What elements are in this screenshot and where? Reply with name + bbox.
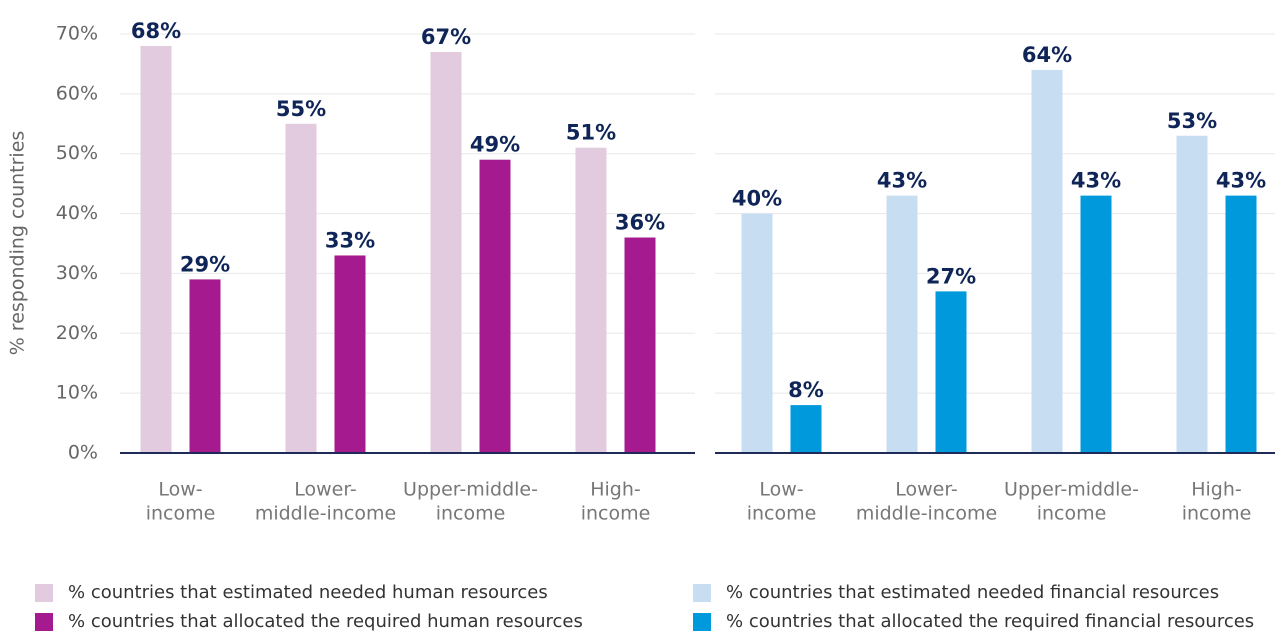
x-tick-label: Low- <box>759 479 803 501</box>
x-tick-label: income <box>146 503 216 525</box>
bar <box>1031 69 1063 454</box>
x-tick-label: middle-income <box>856 503 997 525</box>
value-label: 53% <box>1167 109 1217 133</box>
bar <box>430 51 462 453</box>
bar <box>1080 195 1112 453</box>
bar <box>1225 195 1257 453</box>
x-tick-label: High- <box>590 479 641 501</box>
y-tick-label: 70% <box>56 23 98 45</box>
x-tick-label: income <box>581 503 651 525</box>
value-label: 55% <box>276 97 326 121</box>
value-label: 67% <box>421 25 471 49</box>
bar <box>886 195 918 453</box>
legend-swatch <box>693 613 711 631</box>
value-label: 43% <box>1216 169 1266 193</box>
value-label: 8% <box>788 378 824 402</box>
value-label: 64% <box>1022 43 1072 67</box>
bar <box>790 405 822 453</box>
legend-swatch <box>693 584 711 602</box>
value-label: 33% <box>325 228 375 252</box>
legend-label: % countries that estimated needed financ… <box>726 582 1219 603</box>
bar <box>140 45 172 453</box>
y-tick-label: 60% <box>56 82 98 104</box>
bar <box>285 123 317 454</box>
value-label: 43% <box>877 169 927 193</box>
x-tick-label: income <box>747 503 817 525</box>
legend-label: % countries that estimated needed human … <box>68 582 548 603</box>
value-label: 68% <box>131 19 181 43</box>
x-tick-label: income <box>1037 503 1107 525</box>
bar <box>189 279 221 453</box>
bar <box>479 159 511 453</box>
value-label: 49% <box>470 133 520 157</box>
bar <box>935 291 967 453</box>
value-label: 36% <box>615 211 665 235</box>
bar <box>624 237 656 453</box>
y-tick-label: 10% <box>56 382 98 404</box>
y-axis-title: % responding countries <box>7 131 29 356</box>
value-label: 27% <box>926 264 976 288</box>
legend-label: % countries that allocated the required … <box>68 611 583 632</box>
x-tick-label: Upper-middle- <box>403 479 538 501</box>
bar <box>334 255 366 453</box>
y-tick-label: 30% <box>56 262 98 284</box>
value-label: 51% <box>566 121 616 145</box>
x-tick-label: Upper-middle- <box>1004 479 1139 501</box>
y-tick-label: 0% <box>68 442 98 464</box>
bar <box>741 213 773 453</box>
x-tick-label: High- <box>1191 479 1242 501</box>
x-tick-label: Low- <box>158 479 202 501</box>
bar <box>575 147 607 453</box>
x-tick-label: income <box>436 503 506 525</box>
y-tick-label: 20% <box>56 322 98 344</box>
x-tick-label: income <box>1182 503 1252 525</box>
legend-swatch <box>35 584 53 602</box>
y-tick-label: 40% <box>56 202 98 224</box>
x-tick-label: Lower- <box>895 479 958 501</box>
value-label: 29% <box>180 252 230 276</box>
x-tick-label: Lower- <box>294 479 357 501</box>
y-tick-label: 50% <box>56 142 98 164</box>
x-tick-label: middle-income <box>255 503 396 525</box>
legend-swatch <box>35 613 53 631</box>
legend-label: % countries that allocated the required … <box>726 611 1254 632</box>
bar <box>1176 135 1208 453</box>
value-label: 40% <box>732 187 782 211</box>
value-label: 43% <box>1071 169 1121 193</box>
